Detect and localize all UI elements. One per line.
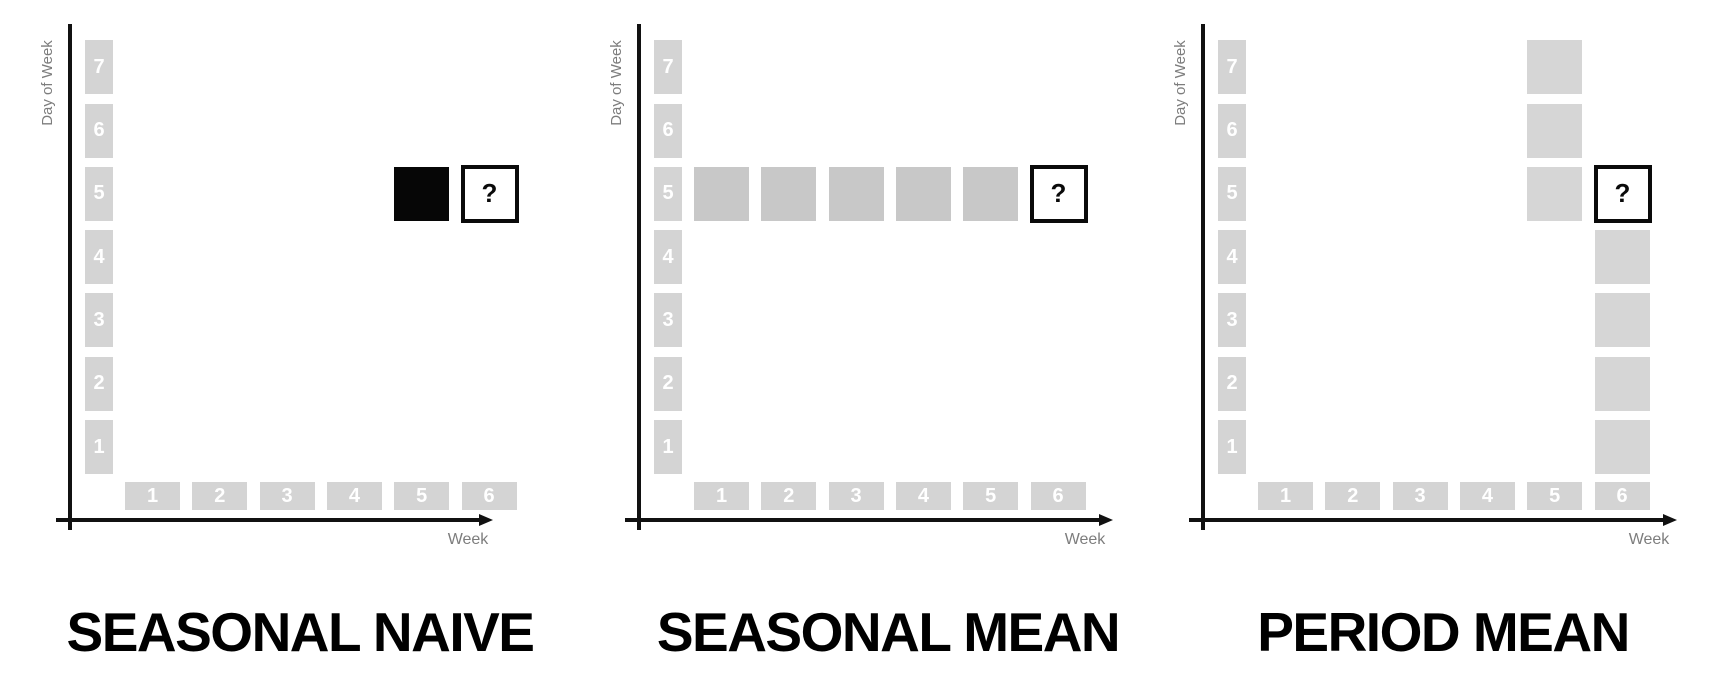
day-tick-6: 6: [85, 103, 113, 158]
week-tick-4: 4: [1459, 482, 1515, 510]
day-tick-3: 3: [654, 293, 682, 348]
forecast-question-cell-week6-day5: ?: [460, 164, 519, 223]
source-cell-week5-day7: [1527, 40, 1583, 95]
x-axis-label: Week: [1628, 531, 1670, 548]
day-tick-1: 1: [654, 420, 682, 474]
forecast-question-cell-week6-day5: ?: [1593, 164, 1652, 223]
week-tick-5: 5: [394, 482, 450, 510]
source-cell-week3-day5: [828, 166, 884, 221]
week-tick-4: 4: [895, 482, 951, 510]
day-tick-6: 6: [1218, 103, 1246, 158]
week-tick-6: 6: [1594, 482, 1650, 510]
day-tick-5: 5: [1218, 166, 1246, 221]
day-tick-3: 3: [85, 293, 113, 348]
day-tick-1: 1: [1218, 420, 1246, 474]
panel-title: SEASONAL MEAN: [656, 601, 1121, 663]
x-axis: [1189, 518, 1667, 522]
y-axis-label: Day of Week: [39, 40, 56, 126]
day-tick-6: 6: [654, 103, 682, 158]
day-tick-2: 2: [654, 356, 682, 411]
source-cell-week2-day5: [761, 166, 817, 221]
day-tick-4: 4: [654, 230, 682, 285]
x-axis-arrowhead-icon: [1663, 514, 1677, 526]
day-tick-3: 3: [1218, 293, 1246, 348]
y-axis-label: Day of Week: [608, 40, 625, 126]
week-tick-3: 3: [828, 482, 884, 510]
day-tick-5: 5: [85, 166, 113, 221]
panel-title: SEASONAL NAIVE: [66, 601, 535, 663]
week-tick-3: 3: [1392, 482, 1448, 510]
x-axis-arrowhead-icon: [1099, 514, 1113, 526]
week-tick-5: 5: [1527, 482, 1583, 510]
day-tick-5: 5: [654, 166, 682, 221]
week-tick-4: 4: [326, 482, 382, 510]
x-axis-label: Week: [1064, 531, 1106, 548]
week-tick-2: 2: [192, 482, 248, 510]
x-axis-label: Week: [447, 531, 489, 548]
week-tick-1: 1: [1258, 482, 1313, 510]
week-tick-2: 2: [761, 482, 817, 510]
y-axis: [637, 24, 641, 530]
x-axis: [56, 518, 483, 522]
day-tick-7: 7: [654, 40, 682, 95]
observed-cell-week5-day5: [394, 166, 450, 221]
day-tick-1: 1: [85, 420, 113, 474]
source-cell-week6-day2: [1594, 356, 1650, 411]
day-tick-7: 7: [1218, 40, 1246, 95]
y-axis-label: Day of Week: [1172, 40, 1189, 126]
source-cell-week5-day5: [1527, 166, 1583, 221]
source-cell-week6-day1: [1594, 420, 1650, 474]
source-cell-week5-day6: [1527, 103, 1583, 158]
week-tick-5: 5: [963, 482, 1019, 510]
day-tick-2: 2: [85, 356, 113, 411]
day-tick-2: 2: [1218, 356, 1246, 411]
week-tick-2: 2: [1325, 482, 1381, 510]
source-cell-week1-day5: [694, 166, 749, 221]
source-cell-week6-day3: [1594, 293, 1650, 348]
week-tick-1: 1: [125, 482, 180, 510]
y-axis: [68, 24, 72, 530]
week-tick-3: 3: [259, 482, 315, 510]
y-axis: [1201, 24, 1205, 530]
forecast-question-cell-week6-day5: ?: [1029, 164, 1088, 223]
panel-title: PERIOD MEAN: [1257, 601, 1630, 663]
x-axis: [625, 518, 1103, 522]
day-tick-4: 4: [85, 230, 113, 285]
x-axis-arrowhead-icon: [479, 514, 493, 526]
week-tick-6: 6: [461, 482, 517, 510]
day-tick-7: 7: [85, 40, 113, 95]
source-cell-week6-day4: [1594, 230, 1650, 285]
source-cell-week5-day5: [963, 166, 1019, 221]
day-tick-4: 4: [1218, 230, 1246, 285]
source-cell-week4-day5: [895, 166, 951, 221]
week-tick-1: 1: [694, 482, 749, 510]
week-tick-6: 6: [1030, 482, 1086, 510]
